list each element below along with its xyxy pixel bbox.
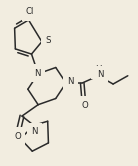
Text: N: N: [97, 70, 103, 79]
Text: O: O: [81, 101, 88, 110]
Text: N: N: [31, 127, 38, 136]
Text: H: H: [95, 65, 102, 75]
Text: N: N: [34, 69, 40, 78]
Text: O: O: [14, 132, 21, 141]
Text: Cl: Cl: [26, 7, 34, 16]
Text: N: N: [67, 77, 74, 86]
Text: S: S: [45, 36, 51, 45]
